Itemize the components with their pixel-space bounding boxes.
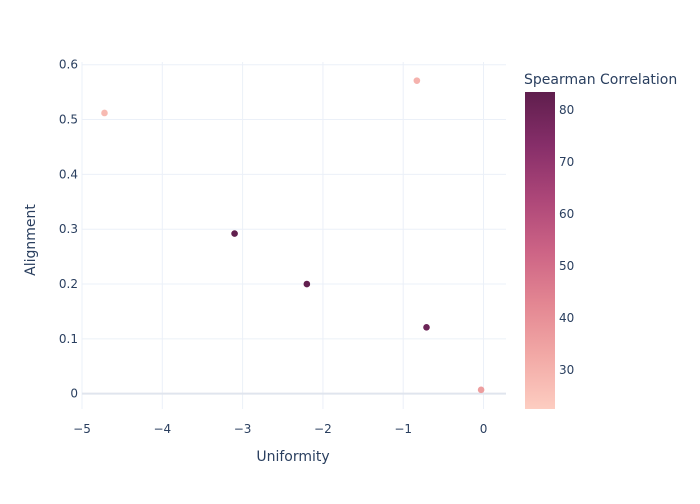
y-tick-label: 0.3 — [59, 222, 78, 236]
x-axis-label: Uniformity — [256, 449, 329, 465]
colorbar-tick-label: 50 — [559, 259, 574, 273]
x-tick-label: −4 — [153, 422, 171, 436]
colorbar-ticks: 30 40 50 60 70 80 — [559, 103, 574, 377]
y-tick-label: 0.6 — [59, 58, 78, 72]
scatter-point — [303, 280, 311, 288]
colorbar-title: Spearman Correlation — [524, 72, 677, 88]
y-tick-label: 0.4 — [59, 167, 78, 181]
x-axis-ticks: −5 −4 −3 −2 −1 0 — [73, 422, 487, 436]
colorbar-tick-label: 80 — [559, 103, 574, 117]
colorbar-gradient — [525, 92, 555, 409]
x-tick-label: 0 — [480, 422, 488, 436]
colorbar-tick-label: 60 — [559, 207, 574, 221]
data-points — [101, 77, 485, 394]
y-tick-label: 0.2 — [59, 277, 78, 291]
x-tick-label: −1 — [394, 422, 412, 436]
x-tick-label: −5 — [73, 422, 91, 436]
y-tick-label: 0.5 — [59, 113, 78, 127]
colorbar-tick-label: 30 — [559, 363, 574, 377]
scatter-point — [477, 386, 485, 394]
grid — [81, 62, 506, 409]
colorbar: Spearman Correlation 30 40 50 60 70 80 — [524, 72, 677, 409]
x-tick-label: −3 — [234, 422, 252, 436]
x-tick-label: −2 — [314, 422, 332, 436]
y-tick-label: 0.1 — [59, 332, 78, 346]
y-axis-ticks: 0 0.1 0.2 0.3 0.4 0.5 0.6 — [59, 58, 78, 401]
y-axis-label: Alignment — [23, 204, 39, 276]
scatter-point — [413, 77, 421, 84]
scatter-point — [423, 324, 430, 331]
y-tick-label: 0 — [70, 387, 78, 401]
scatter-point — [231, 230, 238, 237]
colorbar-tick-label: 70 — [559, 155, 574, 169]
colorbar-tick-label: 40 — [559, 311, 574, 325]
scatter-point — [101, 109, 108, 117]
